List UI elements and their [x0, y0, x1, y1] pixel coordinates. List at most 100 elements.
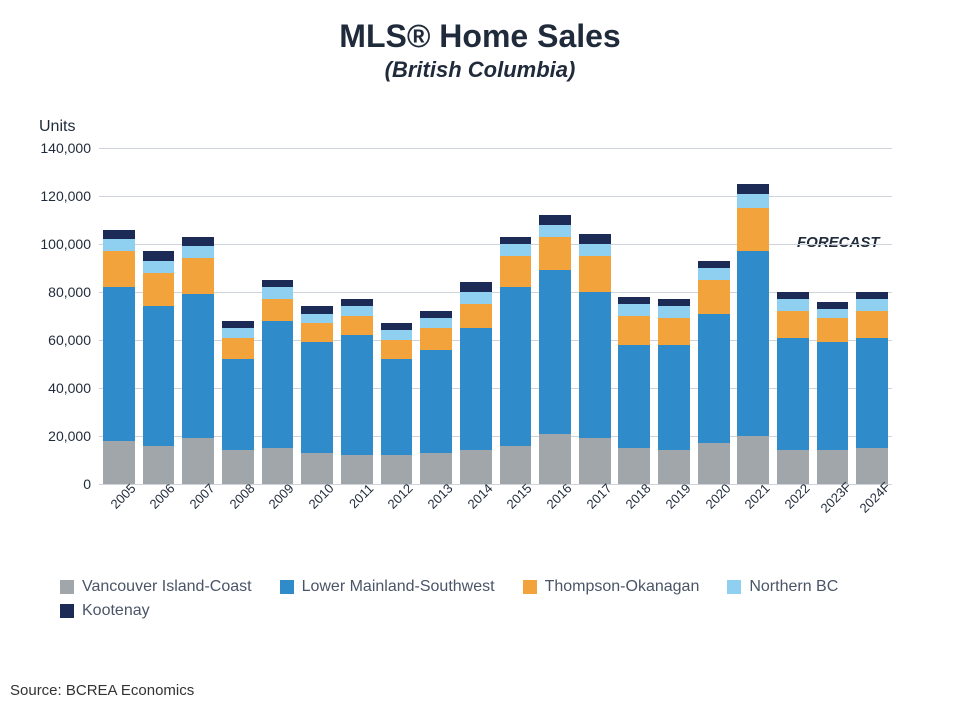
bar-segment — [103, 251, 135, 287]
bar-segment — [777, 292, 809, 299]
y-tick-label: 40,000 — [48, 380, 91, 396]
bar-segment — [222, 359, 254, 450]
bar-slot: 2024F — [852, 148, 892, 484]
y-axis-title: Units — [39, 118, 75, 136]
bar-segment — [777, 311, 809, 337]
bar-segment — [579, 292, 611, 438]
bar-stack — [103, 230, 135, 484]
bar-segment — [658, 306, 690, 318]
bar-segment — [341, 306, 373, 316]
bar-stack — [777, 292, 809, 484]
bar-stack — [579, 234, 611, 484]
bar-segment — [737, 251, 769, 436]
bar-segment — [222, 450, 254, 484]
bar-segment — [420, 311, 452, 318]
legend-item: Lower Mainland-Southwest — [280, 578, 495, 596]
bar-stack — [500, 237, 532, 484]
bar-segment — [817, 302, 849, 309]
bar-segment — [618, 304, 650, 316]
x-tick-label: 2006 — [147, 481, 178, 512]
y-tick-label: 80,000 — [48, 284, 91, 300]
bar-segment — [500, 287, 532, 445]
bar-segment — [301, 453, 333, 484]
bar-segment — [539, 270, 571, 433]
legend-label: Northern BC — [749, 578, 838, 596]
bar-segment — [856, 311, 888, 337]
bar-segment — [618, 448, 650, 484]
bar-segment — [222, 328, 254, 338]
y-tick-label: 20,000 — [48, 428, 91, 444]
legend-label: Kootenay — [82, 602, 150, 620]
bar-slot: 2018 — [615, 148, 655, 484]
bar-segment — [182, 294, 214, 438]
chart-subtitle: (British Columbia) — [0, 57, 960, 83]
x-tick-label: 2017 — [583, 481, 614, 512]
bar-segment — [460, 450, 492, 484]
bar-segment — [420, 453, 452, 484]
chart-title: MLS® Home Sales — [0, 0, 960, 55]
bar-segment — [856, 292, 888, 299]
bar-segment — [618, 316, 650, 345]
bar-segment — [539, 434, 571, 484]
bar-segment — [539, 215, 571, 225]
bar-segment — [460, 304, 492, 328]
bar-segment — [500, 256, 532, 287]
bar-segment — [381, 330, 413, 340]
bar-segment — [698, 280, 730, 314]
bar-slot: 2016 — [535, 148, 575, 484]
bar-segment — [341, 316, 373, 335]
bar-segment — [817, 342, 849, 450]
y-tick-label: 140,000 — [40, 140, 91, 156]
bar-segment — [262, 299, 294, 321]
x-tick-label: 2019 — [663, 481, 694, 512]
legend-swatch — [60, 580, 74, 594]
bar-segment — [658, 318, 690, 344]
bar-segment — [143, 251, 175, 261]
bar-slot: 2006 — [139, 148, 179, 484]
bar-segment — [341, 335, 373, 455]
x-tick-label: 2018 — [623, 481, 654, 512]
bar-slot: 2021 — [734, 148, 774, 484]
bar-segment — [103, 239, 135, 251]
bar-slot: 2017 — [575, 148, 615, 484]
bar-segment — [777, 299, 809, 311]
bar-segment — [222, 321, 254, 328]
x-tick-label: 2005 — [107, 481, 138, 512]
y-tick-label: 120,000 — [40, 188, 91, 204]
bar-slot: 2014 — [456, 148, 496, 484]
bar-slot: 2008 — [218, 148, 258, 484]
bar-segment — [500, 237, 532, 244]
bar-segment — [856, 338, 888, 448]
y-tick-label: 100,000 — [40, 236, 91, 252]
bar-slot: 2007 — [178, 148, 218, 484]
legend-swatch — [727, 580, 741, 594]
y-tick-label: 0 — [83, 476, 91, 492]
legend-item: Kootenay — [60, 602, 150, 620]
bar-segment — [381, 323, 413, 330]
bar-segment — [817, 309, 849, 319]
bar-segment — [341, 299, 373, 306]
x-tick-label: 2011 — [346, 481, 376, 511]
bar-segment — [262, 321, 294, 448]
bar-segment — [103, 287, 135, 441]
x-tick-label: 2012 — [385, 481, 416, 512]
bar-stack — [817, 302, 849, 484]
bar-stack — [737, 184, 769, 484]
bar-stack — [698, 261, 730, 484]
bar-segment — [618, 345, 650, 448]
bar-slot: 2020 — [694, 148, 734, 484]
bar-segment — [103, 230, 135, 240]
bar-segment — [381, 359, 413, 455]
bar-segment — [737, 436, 769, 484]
bar-slot: 2010 — [297, 148, 337, 484]
x-tick-label: 2014 — [464, 481, 495, 512]
bar-stack — [460, 282, 492, 484]
x-tick-label: 2009 — [266, 481, 297, 512]
x-tick-label: 2010 — [306, 481, 337, 512]
x-tick-label: 2007 — [187, 481, 218, 512]
legend-swatch — [523, 580, 537, 594]
bar-slot: 2019 — [654, 148, 694, 484]
bar-segment — [460, 292, 492, 304]
bar-segment — [182, 246, 214, 258]
bar-segment — [698, 268, 730, 280]
